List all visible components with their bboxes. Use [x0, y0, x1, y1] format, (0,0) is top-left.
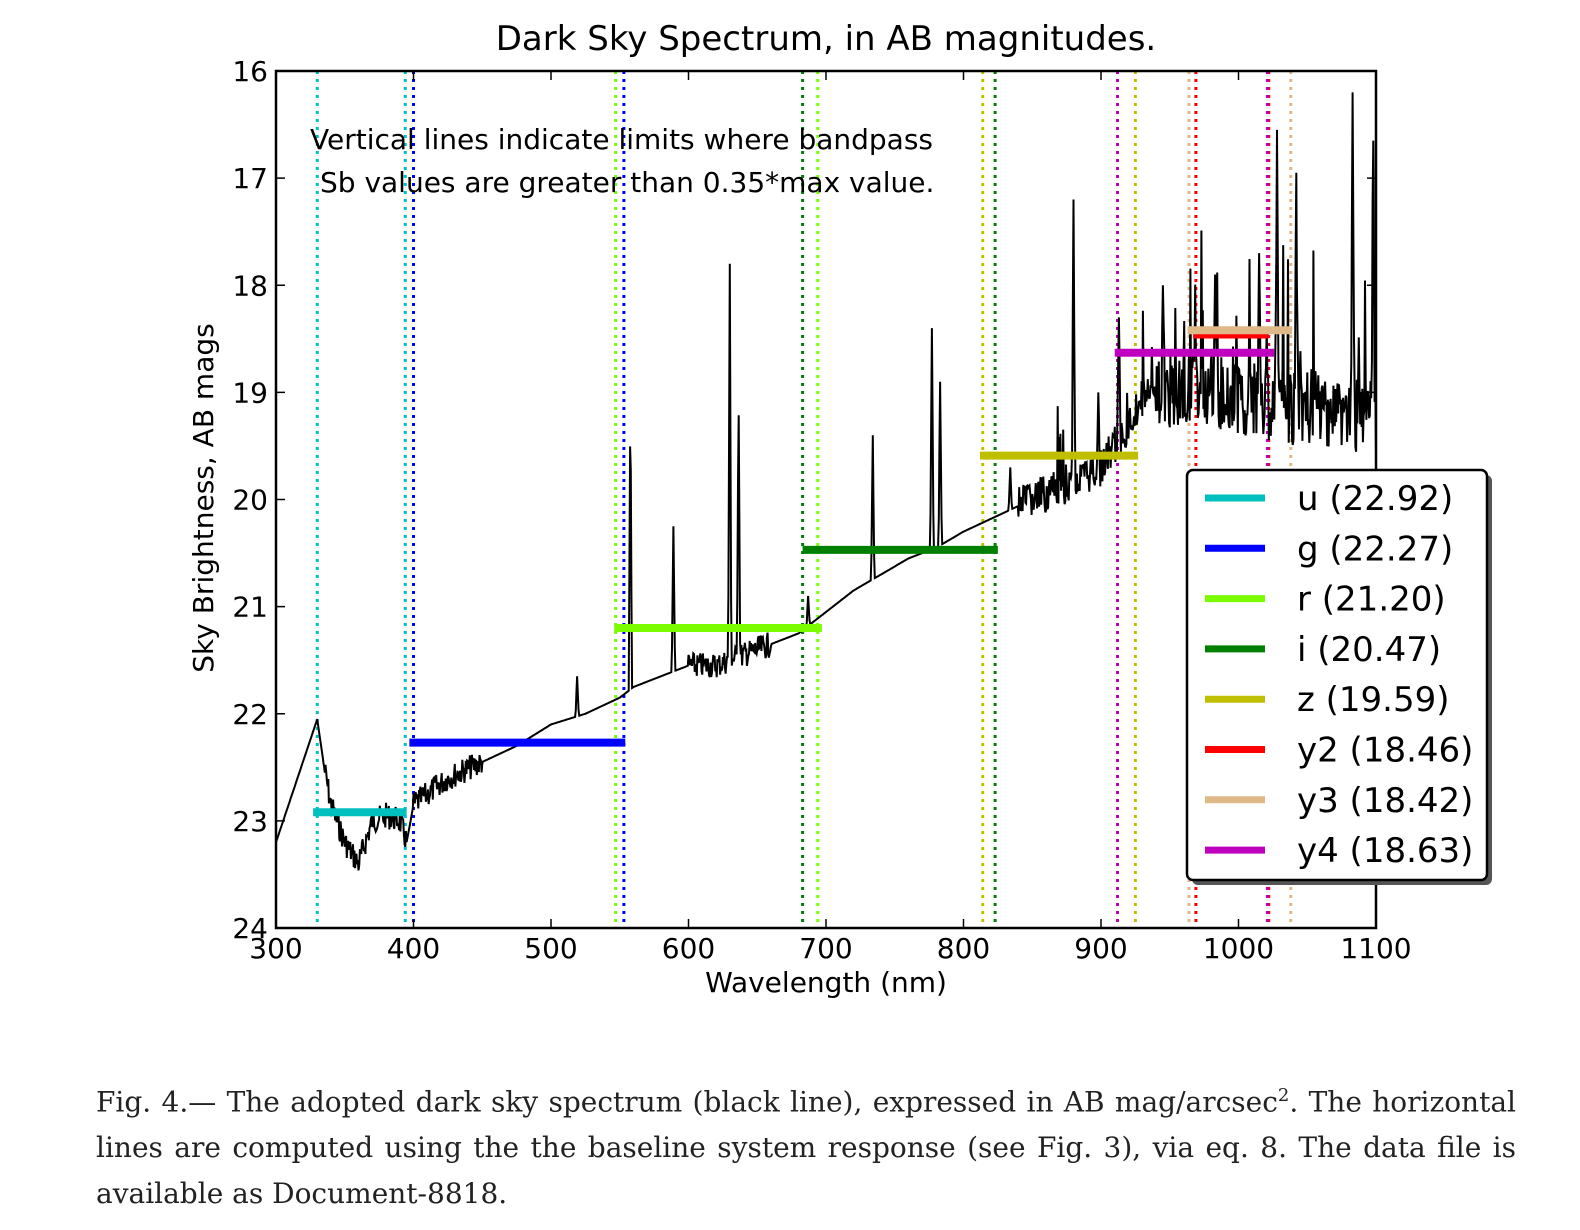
y-tick-label: 16	[232, 55, 268, 88]
y-tick-label: 19	[232, 376, 268, 409]
y-tick-label: 22	[232, 698, 268, 731]
x-tick-label: 1000	[1203, 932, 1274, 965]
caption-text-2: . The horizontal lines are computed usin…	[96, 1085, 1516, 1211]
legend-label-z: z (19.59)	[1297, 680, 1450, 720]
legend-label-y3: y3 (18.42)	[1297, 781, 1473, 821]
x-tick-label: 700	[799, 932, 852, 965]
legend-label-r: r (21.20)	[1297, 580, 1446, 620]
y-tick-label: 17	[232, 162, 268, 195]
y-axis-label: Sky Brightness, AB mags	[187, 323, 220, 672]
chart-title: Dark Sky Spectrum, in AB magnitudes.	[496, 19, 1156, 59]
x-tick-label: 600	[662, 932, 715, 965]
x-tick-label: 500	[524, 932, 577, 965]
y-axis: 16 17 18 19 20 21 22 23 24	[232, 55, 1376, 945]
x-tick-label: 900	[1074, 932, 1127, 965]
x-axis-label: Wavelength (nm)	[705, 966, 947, 999]
legend: u (22.92) g (22.27) r (21.20) i (20.47) z (1…	[1185, 468, 1492, 885]
x-tick-label: 800	[937, 932, 990, 965]
dark-sky-chart: Dark Sky Spectrum, in AB magnitudes. 300…	[187, 19, 1492, 999]
y-tick-label: 23	[232, 805, 268, 838]
legend-label-y4: y4 (18.63)	[1297, 831, 1473, 871]
x-tick-label: 300	[249, 932, 302, 965]
x-axis: 300 400 500 600 700 800 900 1000 1100	[249, 71, 1412, 965]
caption-text-1: Fig. 4.— The adopted dark sky spectrum (…	[96, 1085, 1278, 1119]
legend-label-i: i (20.47)	[1297, 630, 1441, 670]
spectrum-line	[276, 92, 1376, 871]
y-tick-label: 21	[232, 591, 268, 624]
legend-label-u: u (22.92)	[1297, 479, 1453, 519]
figure-caption: Fig. 4.— The adopted dark sky spectrum (…	[96, 1073, 1516, 1217]
annotation-line-2: Sb values are greater than 0.35*max valu…	[320, 166, 934, 199]
caption-superscript: 2	[1277, 1085, 1290, 1106]
legend-label-y2: y2 (18.46)	[1297, 731, 1473, 771]
y-tick-label: 24	[232, 912, 268, 945]
legend-box	[1185, 468, 1489, 882]
y-tick-label: 18	[232, 269, 268, 302]
annotation-line-1: Vertical lines indicate limits where ban…	[310, 123, 933, 156]
legend-label-g: g (22.27)	[1297, 529, 1453, 569]
x-tick-label: 400	[387, 932, 440, 965]
spectrum-layer	[276, 92, 1376, 871]
band-limit-lines	[315, 71, 1293, 928]
band-bars	[313, 326, 1293, 817]
x-tick-label: 1100	[1340, 932, 1411, 965]
y-tick-label: 20	[232, 484, 268, 517]
